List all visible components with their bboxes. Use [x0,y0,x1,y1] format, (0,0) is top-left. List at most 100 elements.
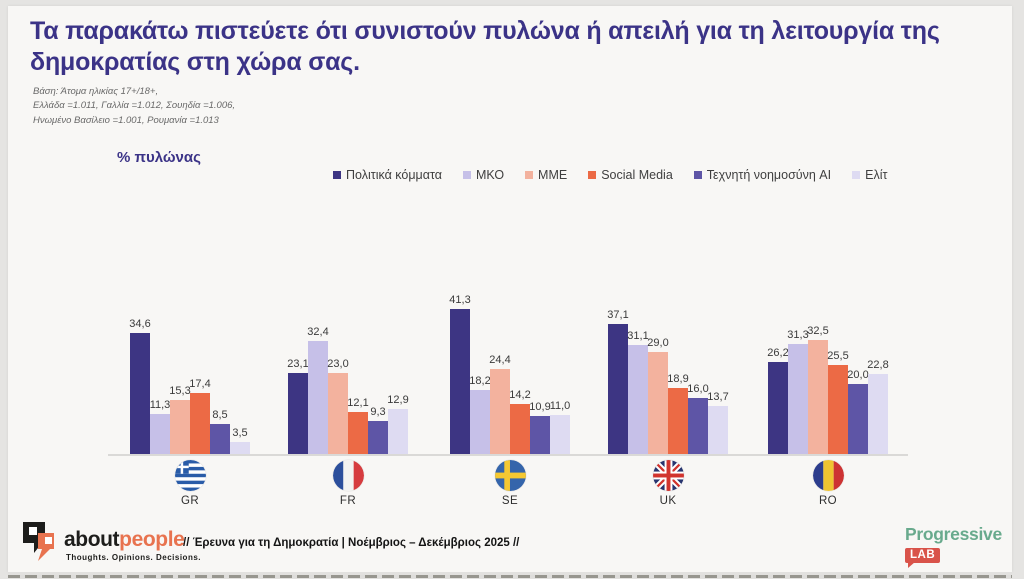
bar-slot: 25,5 [827,350,849,454]
bar-se-series-3 [490,369,510,454]
bar-slot: 24,4 [489,354,511,454]
country-label-gr: GR [180,495,200,507]
bar-value-label: 20,0 [847,369,869,381]
bar-group-fr: 23,1 32,4 23,0 12,1 9,3 12,9 [287,326,409,454]
legend-label: Ελίτ [865,168,888,182]
bar-value-label: 25,5 [827,350,849,362]
aboutpeople-wordmark: aboutpeople [64,528,185,552]
slide-title: Τα παρακάτω πιστεύετε ότι συνιστούν πυλώ… [30,17,940,76]
slide-edge-strip [8,572,1012,579]
bar-slot: 12,1 [347,397,369,454]
legend-swatch [852,171,861,179]
bar-gr-series-4 [190,393,210,454]
country-label-se: SE [501,495,519,507]
legend-item-6: Ελίτ [852,168,887,182]
bar-fr-series-5 [368,421,388,454]
country-label-ro: RO [818,495,838,507]
bar-uk-series-5 [688,398,708,454]
legend-swatch [588,171,597,179]
bar-uk-series-1 [608,324,628,454]
flag-icon-uk [653,460,684,491]
bar-gr-series-3 [170,400,190,454]
bar-group-gr: 34,6 11,3 15,3 17,4 8,5 3,5 [129,318,250,454]
legend-swatch [693,171,702,179]
flag-icon-ro [813,460,844,491]
legend-item-4: Social Media [588,168,673,182]
bar-fr-series-2 [308,341,328,454]
legend-item-5: Τεχνητή νοημοσύνη AI [693,168,832,182]
bar-se-series-2 [470,390,490,454]
bar-ro-series-5 [848,384,868,454]
bar-value-label: 23,0 [327,358,349,370]
bar-uk-series-4 [668,388,688,454]
bar-slot: 32,4 [307,326,329,454]
bar-value-label: 24,4 [489,354,511,366]
bar-value-label: 32,4 [307,326,329,338]
bar-se-series-5 [530,416,550,454]
bar-fr-series-6 [388,409,408,454]
legend-swatch [333,171,341,179]
bar-value-label: 11,3 [149,399,171,411]
bar-gr-series-5 [210,424,230,454]
flag-icon-fr [333,460,364,491]
sample-base-note: Βάση: Άτομα ηλικίας 17+/18+, Ελλάδα =1.0… [33,85,235,128]
bar-fr-series-4 [348,412,368,454]
bar-value-label: 34,6 [129,318,151,330]
bar-value-label: 12,9 [387,394,409,406]
bar-value-label: 41,3 [449,294,471,306]
logo-word-people: people [119,528,185,551]
bar-value-label: 8,5 [212,409,228,421]
x-axis-baseline [108,454,908,456]
bar-group-ro: 26,2 31,3 32,5 25,5 20,0 22,8 [767,325,889,454]
lab-badge: LAB [905,548,941,568]
legend-label: ΜΜΕ [538,168,568,182]
bar-uk-series-6 [708,406,728,454]
bar-uk-series-3 [648,352,668,454]
legend-swatch [462,171,471,179]
bar-se-series-4 [510,404,530,454]
bar-se-series-6 [550,415,570,454]
bar-value-label: 37,1 [607,309,629,321]
bar-slot: 34,6 [129,318,151,454]
bar-value-label: 26,2 [767,347,789,359]
bar-slot: 37,1 [607,309,629,454]
bar-gr-series-6 [230,442,250,454]
legend-label: Τεχνητή νοημοσύνη AI [706,168,832,182]
bar-slot: 16,0 [687,383,709,454]
bar-value-label: 17,4 [189,378,211,390]
bar-slot: 41,3 [449,294,471,454]
bar-slot: 18,2 [469,375,491,454]
bar-value-label: 31,1 [627,330,649,342]
legend-label: Πολιτικά κόμματα [346,168,442,182]
bar-gr-series-1 [130,333,150,454]
flag-icon-se [495,460,526,491]
bar-ro-series-4 [828,365,848,454]
progressive-text: Progressive [905,524,1002,544]
bar-slot: 20,0 [847,369,869,454]
bar-slot: 22,8 [867,359,889,454]
bar-value-label: 9,3 [370,406,386,418]
bar-slot: 14,2 [509,389,531,454]
bar-slot: 15,3 [169,385,191,454]
legend-swatch [525,171,534,179]
bar-slot: 26,2 [767,347,789,454]
dashed-edge [8,575,1012,578]
country-label-fr: FR [339,495,357,507]
bar-value-label: 18,9 [667,373,689,385]
bar-slot: 31,3 [787,329,809,454]
bar-value-label: 3,5 [232,427,248,439]
bar-slot: 31,1 [627,330,649,454]
bar-slot: 17,4 [189,378,211,454]
bar-ro-series-2 [788,344,808,454]
logo-word-about: about [64,528,120,551]
bar-slot: 23,0 [327,358,349,454]
bar-value-label: 12,1 [347,397,369,409]
bar-slot: 8,5 [210,409,230,454]
bar-slot: 32,5 [807,325,829,454]
bar-value-label: 13,7 [707,391,729,403]
bar-slot: 11,3 [150,399,170,454]
bar-slot: 13,7 [707,391,729,454]
legend-item-3: ΜΜΕ [525,168,567,182]
